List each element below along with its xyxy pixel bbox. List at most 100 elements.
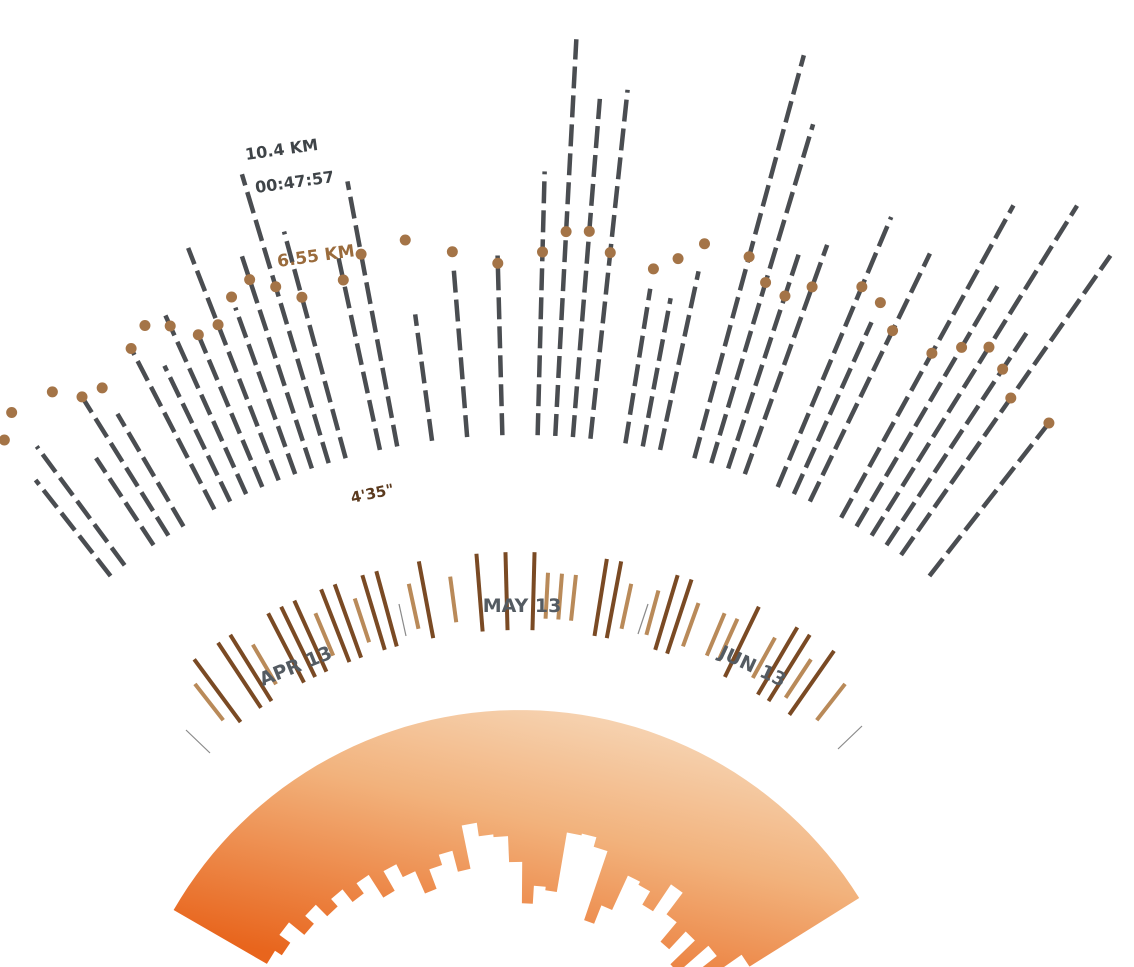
distance-bar xyxy=(927,423,1050,578)
distance-bar xyxy=(281,230,348,459)
month-label-may: MAY 13 xyxy=(483,595,562,617)
pace-bar xyxy=(543,572,550,619)
average-dot xyxy=(560,226,572,238)
average-dot xyxy=(887,325,899,337)
average-dot xyxy=(1043,417,1055,429)
average-dot xyxy=(125,342,137,354)
distance-bar xyxy=(160,308,249,495)
average-dot xyxy=(492,257,504,269)
pace-bar xyxy=(192,658,243,724)
pace-bar xyxy=(756,626,800,696)
distance-bar xyxy=(899,254,1113,557)
distance-bar xyxy=(335,253,383,451)
average-dot xyxy=(699,238,711,250)
average-dot xyxy=(583,225,595,237)
distance-bar xyxy=(588,89,630,439)
average-dot xyxy=(647,263,659,275)
pace-bar xyxy=(619,583,634,630)
month-divider xyxy=(185,729,211,754)
distance-bar xyxy=(115,412,186,528)
pace-bar xyxy=(352,597,372,643)
average-dot xyxy=(270,281,282,293)
pace-bar xyxy=(416,561,436,639)
average-dot xyxy=(399,234,411,246)
pace-bar xyxy=(716,618,740,662)
average-pace-label: 4'35" xyxy=(349,480,396,507)
distance-bar xyxy=(239,255,314,470)
distance-bar xyxy=(742,244,830,475)
distance-bar xyxy=(657,270,701,451)
pace-bar xyxy=(644,589,661,636)
distance-bar xyxy=(726,247,803,470)
pace-bar xyxy=(723,605,761,678)
pace-bar xyxy=(251,643,278,686)
pace-bar xyxy=(228,633,274,703)
distance-bar xyxy=(197,336,265,488)
average-dot xyxy=(6,407,18,419)
fan-area xyxy=(173,710,860,967)
average-dot xyxy=(226,291,238,303)
pace-bar xyxy=(604,561,624,639)
distance-bar xyxy=(775,216,894,488)
average-dot xyxy=(760,276,772,288)
pace-bar xyxy=(530,552,537,631)
pace-bar xyxy=(313,612,336,657)
pace-bar xyxy=(279,605,317,678)
pace-bars xyxy=(192,552,847,724)
pace-bar xyxy=(193,682,225,722)
distance-bars xyxy=(33,39,1113,578)
month-divider xyxy=(837,725,863,750)
distance-bar xyxy=(869,204,1079,537)
average-dot xyxy=(164,320,176,332)
pace-bar xyxy=(815,682,847,722)
pace-bar xyxy=(766,633,812,703)
month-label-apr: APR 13 xyxy=(256,642,335,691)
distance-bar xyxy=(128,346,217,511)
pace-bar xyxy=(448,576,459,623)
pace-bar xyxy=(266,612,306,684)
distance-bar xyxy=(77,391,171,537)
pace-bar xyxy=(556,573,564,620)
average-dot xyxy=(1005,392,1017,404)
average-dot xyxy=(139,320,151,332)
distance-bar xyxy=(162,364,233,503)
average-dot xyxy=(926,347,938,359)
average-dot xyxy=(76,391,88,403)
average-dot xyxy=(779,290,791,302)
average-dot xyxy=(856,281,868,293)
average-dot xyxy=(355,248,367,260)
distance-bar xyxy=(94,456,156,547)
pace-bar xyxy=(592,558,609,637)
distance-bar xyxy=(839,204,1016,519)
pace-bar xyxy=(503,552,510,631)
distance-bar xyxy=(854,285,1000,528)
distance-bar xyxy=(233,306,298,475)
pace-bar xyxy=(374,570,399,647)
distance-bar xyxy=(345,180,400,447)
average-dot xyxy=(244,274,256,286)
longest-run-distance-label: 10.4 KM xyxy=(244,135,319,164)
pace-bar xyxy=(787,649,836,716)
pace-bar xyxy=(332,583,363,659)
average-dot xyxy=(337,274,349,286)
average-dot xyxy=(983,341,995,353)
pace-bar xyxy=(319,588,352,663)
distance-bar xyxy=(495,255,505,436)
pace-bar xyxy=(751,636,777,679)
longest-run-time-label: 00:47:57 xyxy=(254,167,335,197)
average-dot xyxy=(956,341,968,353)
distance-bar xyxy=(34,445,127,567)
pace-bar xyxy=(783,658,813,699)
average-dot xyxy=(212,319,224,331)
pace-bar xyxy=(360,574,387,651)
average-dot xyxy=(806,281,818,293)
distance-bar xyxy=(535,171,547,436)
distance-bar xyxy=(239,173,331,464)
average-dot xyxy=(446,246,458,258)
average-dot xyxy=(874,297,886,309)
distance-bar xyxy=(412,314,435,442)
distance-bar xyxy=(640,297,673,447)
distance-bar xyxy=(553,39,579,437)
average-distance-dots xyxy=(0,225,1055,446)
